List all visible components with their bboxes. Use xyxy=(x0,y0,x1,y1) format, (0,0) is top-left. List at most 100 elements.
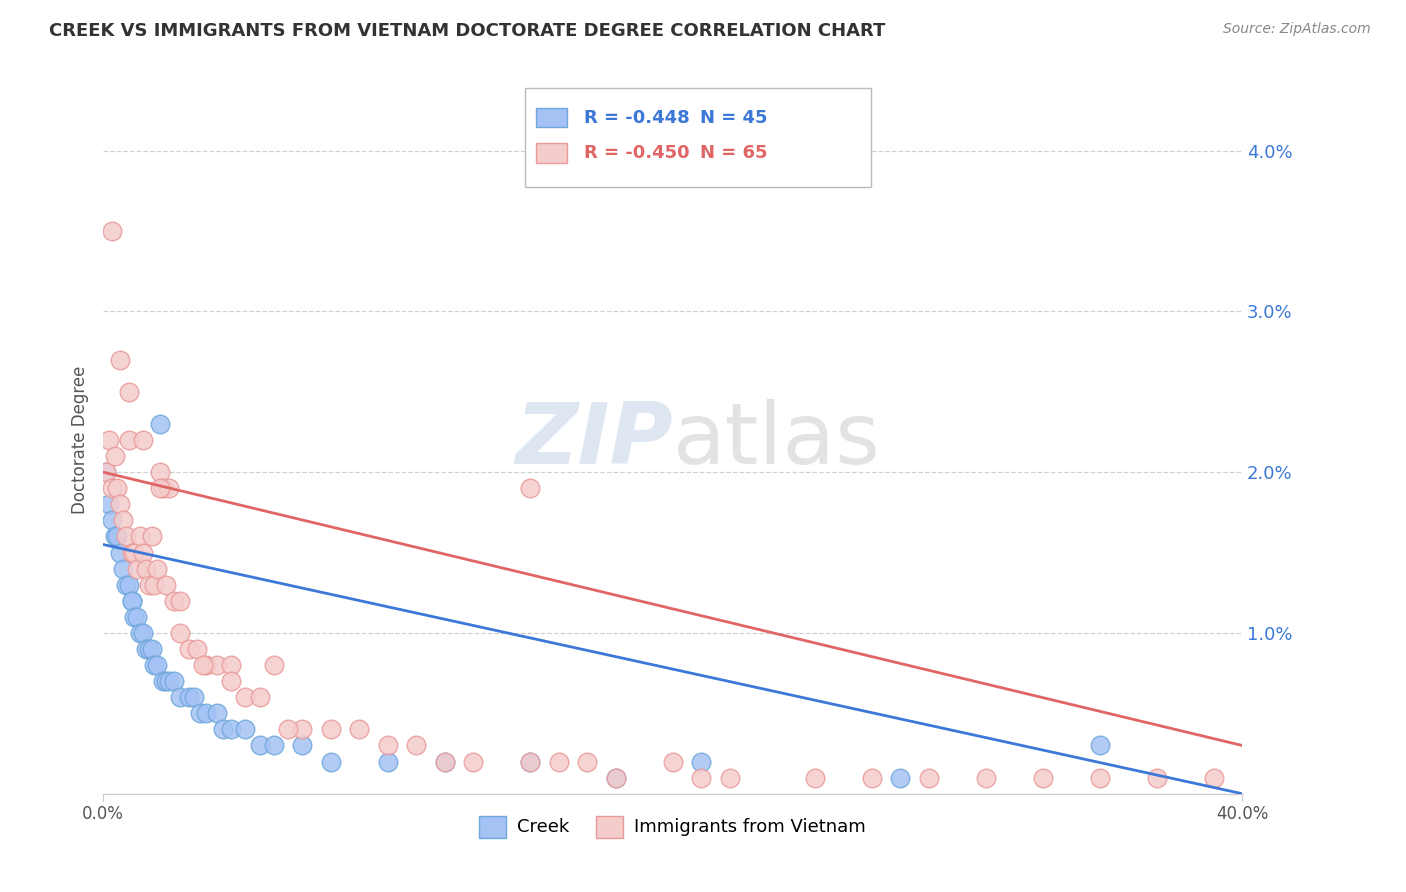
Point xyxy=(205,658,228,673)
Point xyxy=(97,497,120,511)
Point xyxy=(129,529,152,543)
Point xyxy=(519,481,541,495)
Point xyxy=(1202,771,1225,785)
Point xyxy=(149,481,172,495)
Point xyxy=(235,723,257,737)
Point xyxy=(138,642,160,657)
Point xyxy=(169,594,191,608)
Y-axis label: Doctorate Degree: Doctorate Degree xyxy=(72,366,89,514)
Point xyxy=(205,706,228,721)
Point xyxy=(1032,771,1054,785)
Point xyxy=(152,674,174,689)
Point xyxy=(135,561,157,575)
Point xyxy=(118,577,141,591)
Point xyxy=(605,771,627,785)
Point xyxy=(918,771,941,785)
Point xyxy=(194,706,217,721)
Point xyxy=(124,545,146,559)
Point xyxy=(605,771,627,785)
Point xyxy=(155,577,177,591)
Point xyxy=(97,433,120,447)
Point xyxy=(183,690,205,705)
Point xyxy=(219,723,242,737)
Point xyxy=(188,706,211,721)
Point xyxy=(115,577,138,591)
Point xyxy=(110,497,132,511)
Point xyxy=(141,642,163,657)
Text: CREEK VS IMMIGRANTS FROM VIETNAM DOCTORATE DEGREE CORRELATION CHART: CREEK VS IMMIGRANTS FROM VIETNAM DOCTORA… xyxy=(49,22,886,40)
Point xyxy=(163,594,186,608)
Legend: Creek, Immigrants from Vietnam: Creek, Immigrants from Vietnam xyxy=(472,808,873,845)
Point xyxy=(690,771,713,785)
Point xyxy=(124,610,146,624)
Point xyxy=(349,723,371,737)
Point xyxy=(141,529,163,543)
Point xyxy=(94,465,117,479)
Point xyxy=(177,642,200,657)
Point xyxy=(105,529,128,543)
Point xyxy=(889,771,911,785)
Point xyxy=(433,755,456,769)
Point xyxy=(132,545,155,559)
Point xyxy=(219,658,242,673)
Point xyxy=(94,465,117,479)
Point xyxy=(129,626,152,640)
Text: Source: ZipAtlas.com: Source: ZipAtlas.com xyxy=(1223,22,1371,37)
Point xyxy=(146,658,169,673)
Point xyxy=(149,465,172,479)
Point xyxy=(718,771,741,785)
Point xyxy=(149,417,172,431)
Point xyxy=(138,577,160,591)
Point xyxy=(143,577,166,591)
Point xyxy=(263,739,285,753)
Point xyxy=(112,561,135,575)
Point xyxy=(249,690,271,705)
Text: atlas: atlas xyxy=(672,399,880,482)
Point xyxy=(661,755,683,769)
Point xyxy=(146,561,169,575)
Point xyxy=(377,739,399,753)
Point xyxy=(263,658,285,673)
Point xyxy=(169,690,191,705)
Point xyxy=(155,674,177,689)
Point xyxy=(319,755,342,769)
Text: N = 65: N = 65 xyxy=(700,145,768,162)
Point xyxy=(860,771,883,785)
Point xyxy=(157,481,180,495)
Point xyxy=(463,755,485,769)
Point xyxy=(135,642,157,657)
Point xyxy=(157,674,180,689)
Point xyxy=(132,433,155,447)
Point xyxy=(118,433,141,447)
Point xyxy=(100,513,122,527)
Point xyxy=(804,771,827,785)
Point xyxy=(1146,771,1168,785)
Point xyxy=(121,594,143,608)
Point xyxy=(127,610,149,624)
Point xyxy=(115,529,138,543)
Point xyxy=(121,545,143,559)
Point xyxy=(143,658,166,673)
Point xyxy=(186,642,208,657)
Point xyxy=(211,723,233,737)
Point xyxy=(191,658,214,673)
Text: R = -0.448: R = -0.448 xyxy=(583,109,689,127)
Point xyxy=(163,674,186,689)
Point xyxy=(132,626,155,640)
Point xyxy=(100,224,122,238)
Point xyxy=(112,513,135,527)
Point xyxy=(219,674,242,689)
Text: R = -0.450: R = -0.450 xyxy=(583,145,689,162)
Point xyxy=(235,690,257,705)
Point xyxy=(291,739,314,753)
Point xyxy=(519,755,541,769)
Point xyxy=(110,352,132,367)
Point xyxy=(547,755,569,769)
Point xyxy=(121,594,143,608)
Point xyxy=(194,658,217,673)
Point xyxy=(177,690,200,705)
Point xyxy=(433,755,456,769)
Point xyxy=(277,723,299,737)
Point xyxy=(118,384,141,399)
Text: ZIP: ZIP xyxy=(515,399,672,482)
